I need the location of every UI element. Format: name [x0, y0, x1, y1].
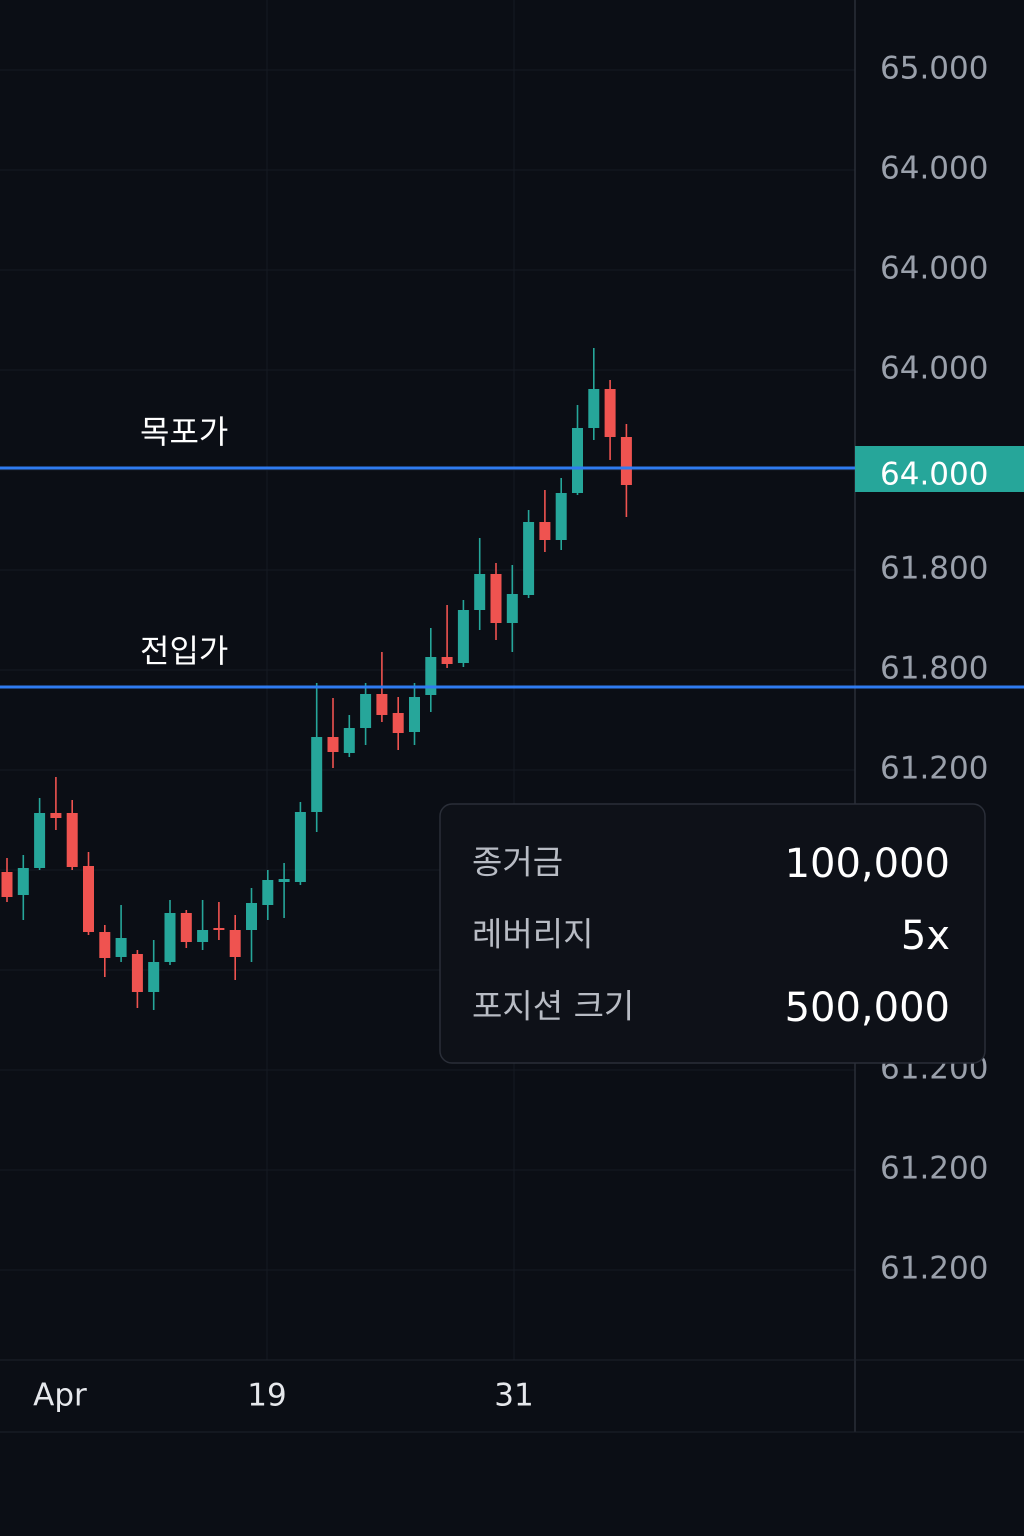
panel-value: 500,000: [785, 985, 950, 1031]
candle-body: [360, 694, 372, 728]
candle-body: [490, 574, 502, 623]
candle-body: [164, 913, 176, 962]
candle-body: [115, 938, 127, 957]
candle-body: [99, 932, 111, 958]
panel-rows: 종거금 100,000 레버리지 5x 포지션 크기 500,000: [472, 841, 950, 1031]
candle-body: [50, 813, 62, 818]
date-label: 19: [247, 1378, 286, 1414]
candle-body: [441, 657, 453, 664]
candle-body: [392, 713, 404, 733]
price-axis-label: 61.200: [880, 1151, 988, 1187]
candle-body: [66, 813, 78, 867]
candle-body: [180, 913, 192, 942]
price-axis-label: 64.000: [880, 351, 988, 387]
candle-body: [229, 930, 241, 957]
candle-body: [604, 389, 616, 437]
price-axis-label: 65.000: [880, 51, 988, 87]
grid: [0, 0, 855, 1360]
price-axis-label: 61.200: [880, 751, 988, 787]
candle-body: [539, 522, 551, 540]
panel-box: [439, 803, 986, 1064]
price-axis-label: 64.000: [880, 251, 988, 287]
candle-body: [17, 868, 29, 895]
candle-body: [620, 437, 632, 485]
panel-value: 5x: [901, 913, 950, 959]
candle-body: [376, 694, 388, 715]
price-axis-label: 61.200: [880, 1251, 988, 1287]
candle-body: [213, 928, 225, 930]
price-axis-label: 61.800: [880, 551, 988, 587]
candle-body: [588, 389, 600, 428]
candle-body: [131, 954, 143, 992]
panel-label: 포지션 크기: [472, 987, 634, 1026]
candle-body: [555, 493, 567, 540]
candle-body: [572, 428, 583, 493]
candle-body: [83, 866, 94, 932]
candle-body: [425, 657, 437, 695]
candle-body: [457, 610, 469, 663]
price-axis-label: 64.000: [880, 151, 988, 187]
price-badge-label: 64.000: [880, 457, 988, 493]
candle-body: [148, 962, 160, 992]
candle-body: [262, 880, 274, 905]
candle-body: [311, 737, 323, 812]
panel-value: 100,000: [785, 841, 950, 887]
date-label: Apr: [33, 1378, 87, 1414]
candle-body: [506, 594, 518, 623]
info-panel: 종거금 100,000 레버리지 5x 포지션 크기 500,000: [439, 803, 986, 1064]
date-label: 31: [494, 1378, 533, 1414]
panel-label: 종거금: [472, 843, 563, 882]
candle-body: [474, 574, 486, 610]
panel-label: 레버리지: [472, 915, 593, 954]
level-label: 전입가: [140, 632, 228, 670]
candle-body: [34, 813, 46, 868]
candle-body: [246, 903, 257, 930]
candle-body: [327, 737, 339, 752]
candle-body: [197, 930, 209, 942]
price-axis: 65.000 64.000 64.000 64.000 61.800 61.800 61.2…: [33, 51, 988, 1414]
price-badge: [855, 446, 1024, 492]
candle-body: [1, 872, 13, 897]
candle-body: [409, 697, 420, 732]
candles: [1, 348, 632, 1010]
candle-body: [343, 728, 355, 753]
candle-body: [294, 812, 306, 882]
price-axis-label: 61.800: [880, 651, 988, 687]
level-label: 목포가: [140, 413, 228, 451]
candle-body: [523, 522, 535, 595]
candle-body: [278, 879, 290, 882]
